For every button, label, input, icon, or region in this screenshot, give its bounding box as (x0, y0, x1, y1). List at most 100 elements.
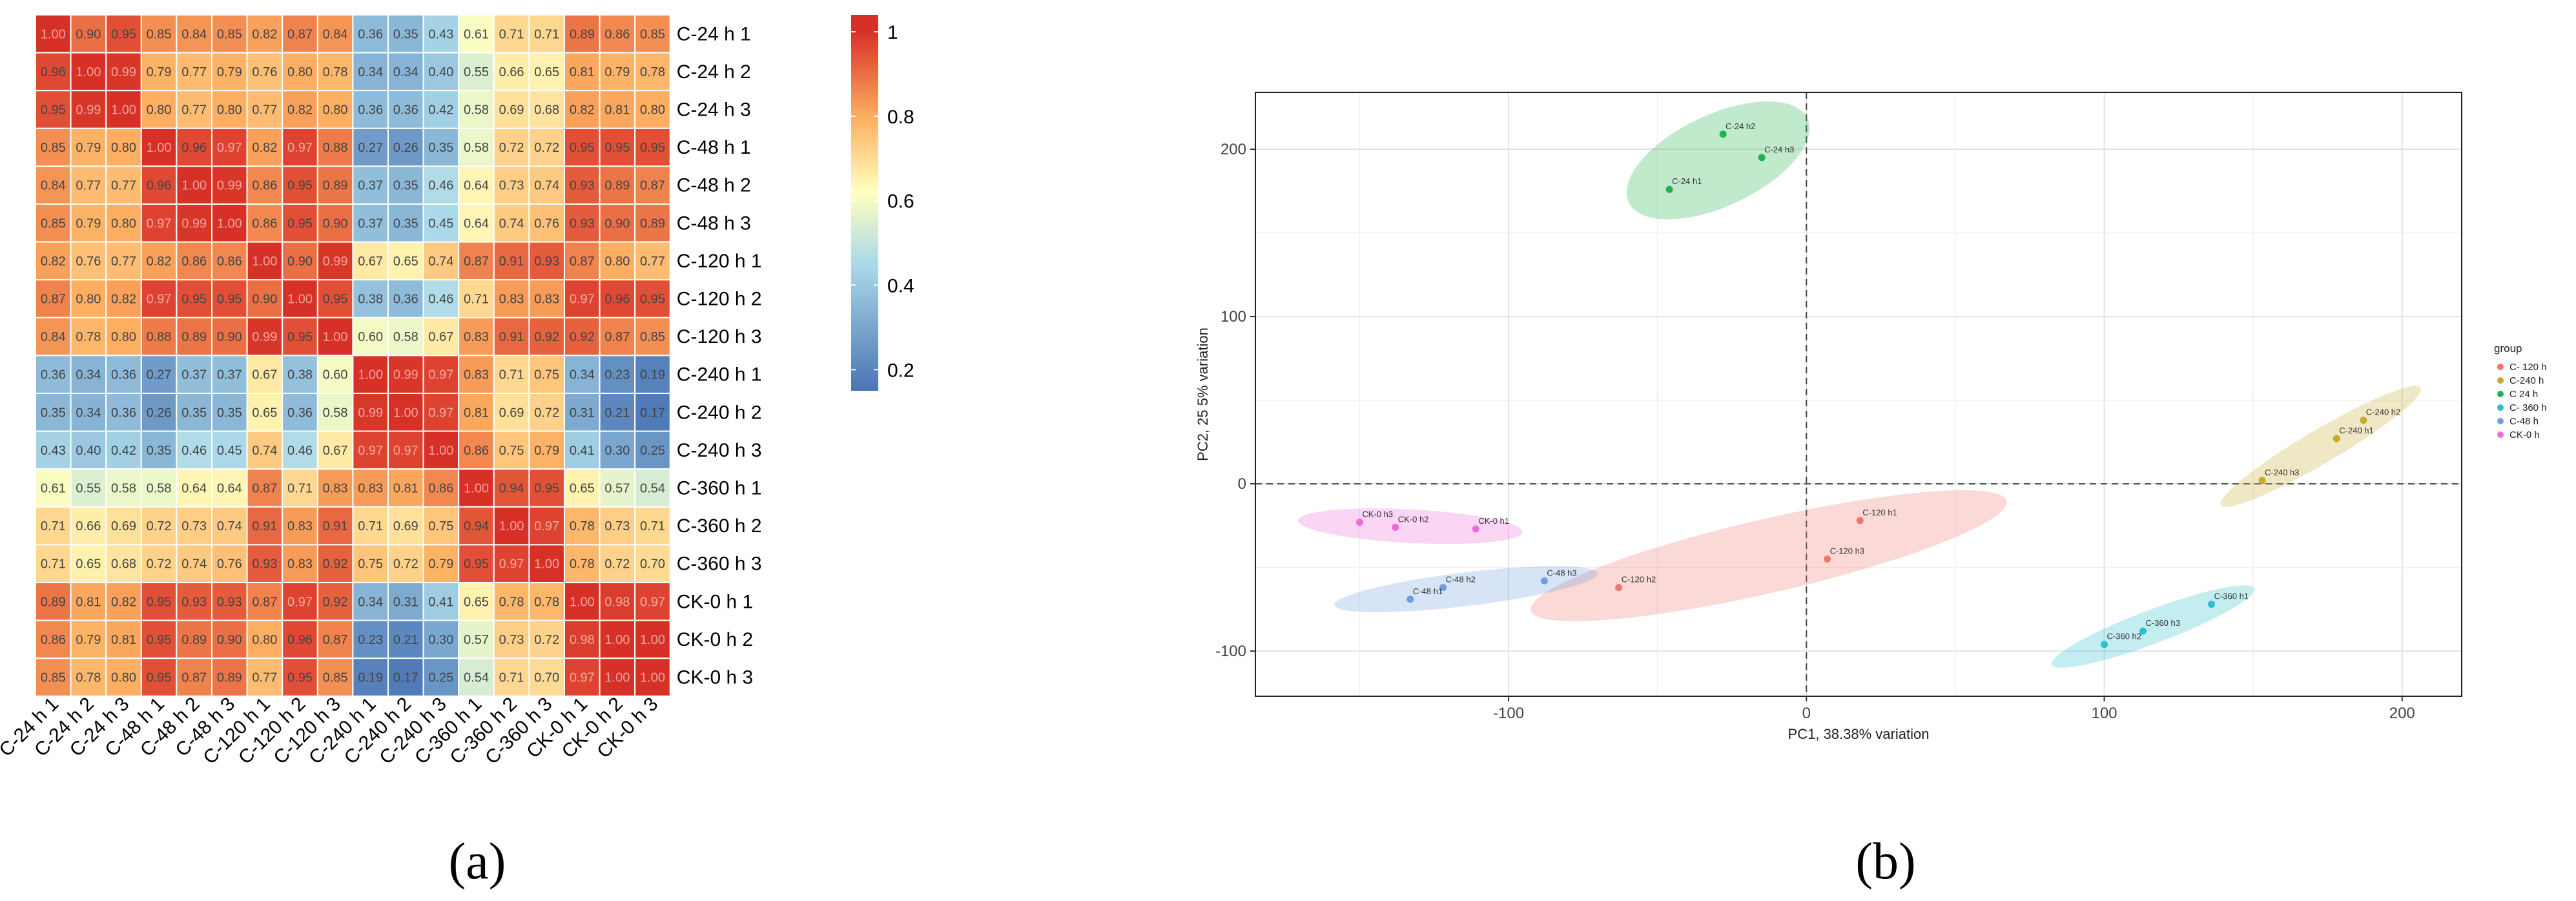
heatmap-cell-value: 0.31 (393, 595, 418, 609)
heatmap-cell-value: 0.80 (640, 103, 665, 118)
heatmap-cell (35, 279, 72, 318)
point-label: C-360 h1 (2214, 592, 2249, 601)
heatmap-cell-value: 0.95 (640, 293, 665, 307)
heatmap-cell-value: 0.95 (323, 293, 348, 307)
heatmap-cell (105, 52, 142, 92)
heatmap-cell (35, 127, 72, 167)
heatmap-cell-value: 0.65 (534, 65, 559, 79)
heatmap-cell (387, 316, 424, 357)
heatmap-cell-value: 0.82 (252, 27, 277, 41)
heatmap-cell (458, 52, 495, 92)
heatmap-cell-value: 1.00 (499, 519, 524, 533)
heatmap-cell-value: 0.65 (393, 254, 418, 269)
heatmap-cell-value: 0.71 (534, 27, 559, 41)
heatmap-cell (105, 279, 142, 318)
heatmap-cell-value: 0.87 (287, 27, 313, 41)
data-point (1472, 525, 1479, 533)
heatmap-cell-value: 0.77 (252, 671, 277, 685)
x-tick-label: 200 (2389, 705, 2415, 722)
heatmap-cell (105, 165, 142, 205)
heatmap-cell (528, 619, 566, 659)
heatmap-cell-value: 0.88 (323, 141, 348, 155)
data-point (1355, 519, 1363, 526)
heatmap-cell-value: 0.71 (499, 368, 524, 382)
heatmap-cell (70, 506, 107, 546)
heatmap-cell (352, 127, 389, 167)
heatmap-cell-value: 1.00 (428, 444, 453, 458)
heatmap-cell-value: 1.00 (358, 368, 383, 382)
heatmap-cell-value: 0.58 (147, 482, 172, 496)
heatmap-cell (422, 619, 460, 659)
heatmap-cell (176, 52, 212, 92)
point-label: C-240 h3 (2265, 468, 2299, 477)
heatmap-cell-value: 0.75 (499, 444, 524, 458)
heatmap-cell (387, 544, 424, 584)
data-point (1665, 185, 1673, 193)
heatmap-cell (35, 14, 72, 54)
heatmap-cell (176, 203, 212, 243)
heatmap-cell (634, 430, 671, 470)
heatmap-cell-value: 1.00 (393, 406, 418, 420)
heatmap-cell-value: 0.95 (287, 216, 313, 231)
y-tick-label: 200 (1221, 141, 1246, 158)
heatmap-cell-value: 0.89 (41, 595, 66, 609)
point-label: C-24 h1 (1672, 176, 1702, 186)
heatmap-cell (564, 165, 601, 205)
point-label: C-24 h2 (1726, 121, 1755, 131)
heatmap-cell-value: 0.95 (604, 141, 630, 155)
heatmap-cell-value: 0.37 (217, 368, 242, 382)
heatmap-cell-value: 0.58 (393, 330, 418, 344)
heatmap-cell-value: 0.95 (111, 27, 136, 41)
heatmap-cell-value: 0.80 (111, 671, 136, 685)
heatmap-cell (599, 506, 636, 546)
legend-swatch (2497, 404, 2504, 411)
heatmap-cell-value: 0.65 (464, 595, 489, 609)
heatmap-cell (422, 90, 460, 129)
heatmap-row-label: CK-0 h 2 (677, 629, 753, 650)
heatmap-cell-value: 0.81 (570, 65, 595, 79)
heatmap-cell-value: 0.46 (428, 179, 453, 193)
heatmap-cell (140, 430, 178, 470)
heatmap-cell (282, 393, 318, 432)
heatmap-cell (211, 165, 248, 205)
heatmap-cell-value: 0.95 (640, 141, 665, 155)
heatmap-cell-value: 0.72 (534, 633, 559, 647)
heatmap-cell-value: 0.72 (147, 557, 172, 572)
heatmap-cell-value: 0.97 (570, 671, 595, 685)
heatmap-cell-value: 0.19 (358, 671, 383, 685)
heatmap-cell-value: 0.68 (111, 557, 136, 572)
heatmap-cell-value: 0.76 (252, 65, 277, 79)
heatmap-cell-value: 0.60 (358, 330, 383, 344)
heatmap-cell (564, 658, 601, 697)
heatmap-cell-value: 0.75 (428, 519, 453, 533)
heatmap-cell-value: 0.38 (358, 293, 383, 307)
legend-swatch (2497, 377, 2504, 384)
heatmap-cell-value: 0.34 (76, 368, 101, 382)
heatmap-cell-value: 0.17 (640, 406, 665, 420)
heatmap-cell (599, 355, 636, 395)
heatmap-cell-value: 0.35 (393, 179, 418, 193)
heatmap-cell-value: 0.37 (181, 368, 207, 382)
heatmap-cell (634, 127, 671, 167)
heatmap-cell-value: 0.64 (464, 179, 489, 193)
heatmap-cell (176, 279, 212, 318)
heatmap-cell (105, 506, 142, 546)
heatmap-cell-value: 0.97 (570, 293, 595, 307)
heatmap-cell (246, 127, 283, 167)
heatmap-cell-value: 0.89 (323, 179, 348, 193)
group-ellipse (1530, 490, 2007, 621)
heatmap-cell-value: 0.64 (464, 216, 489, 231)
heatmap-cell-value: 0.25 (428, 671, 453, 685)
heatmap-cell-value: 0.95 (464, 557, 489, 572)
data-point (1856, 517, 1864, 524)
heatmap-cell-value: 0.36 (41, 368, 66, 382)
heatmap-cell-value: 0.87 (252, 482, 277, 496)
heatmap-cell (634, 14, 671, 54)
heatmap-cell (493, 127, 530, 167)
heatmap-cell-value: 0.90 (287, 254, 313, 269)
heatmap-cell (316, 468, 354, 508)
heatmap-cell-value: 0.78 (534, 595, 559, 609)
heatmap-cell-value: 0.36 (358, 27, 383, 41)
heatmap-cell (211, 658, 248, 697)
heatmap-cell-value: 0.73 (604, 519, 630, 533)
